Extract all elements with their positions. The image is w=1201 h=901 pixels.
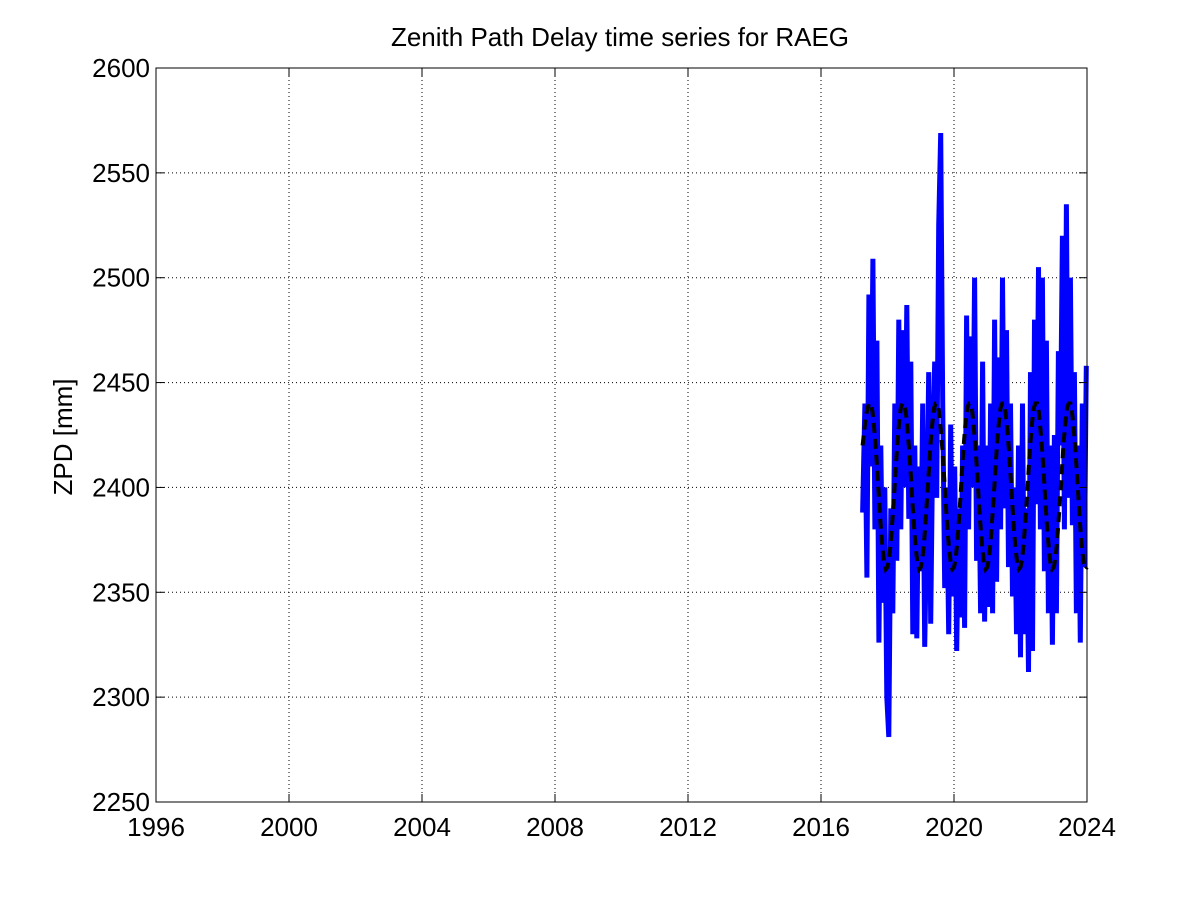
y-tick-label: 2600 (92, 53, 150, 83)
y-tick-label: 2300 (92, 682, 150, 712)
x-tick-labels: 1996 2000 2004 2008 2012 2016 2020 2024 (127, 812, 1116, 842)
ticks (155, 67, 1088, 803)
x-tick-label: 2024 (1058, 812, 1116, 842)
fit-series-line (860, 401, 1089, 574)
y-tick-label: 2250 (92, 787, 150, 817)
y-axis-label: ZPD [mm] (48, 379, 78, 496)
x-tick-label: 2020 (925, 812, 983, 842)
series-layer (860, 132, 1089, 738)
x-tick-label: 2012 (659, 812, 717, 842)
x-tick-label: 2008 (526, 812, 584, 842)
y-tick-labels: 2250 2300 2350 2400 2450 2500 2550 2600 (92, 53, 150, 817)
y-tick-label: 2500 (92, 263, 150, 293)
y-tick-label: 2450 (92, 368, 150, 398)
y-tick-label: 2550 (92, 158, 150, 188)
x-tick-label: 2016 (792, 812, 850, 842)
x-tick-label: 2004 (393, 812, 451, 842)
y-tick-label: 2350 (92, 577, 150, 607)
chart-title: Zenith Path Delay time series for RAEG (391, 22, 849, 52)
x-tick-label: 1996 (127, 812, 185, 842)
grid (156, 68, 1087, 802)
zpd-series-line (860, 132, 1089, 738)
plot-frame (155, 67, 1088, 803)
x-tick-label: 2000 (260, 812, 318, 842)
y-tick-label: 2400 (92, 472, 150, 502)
